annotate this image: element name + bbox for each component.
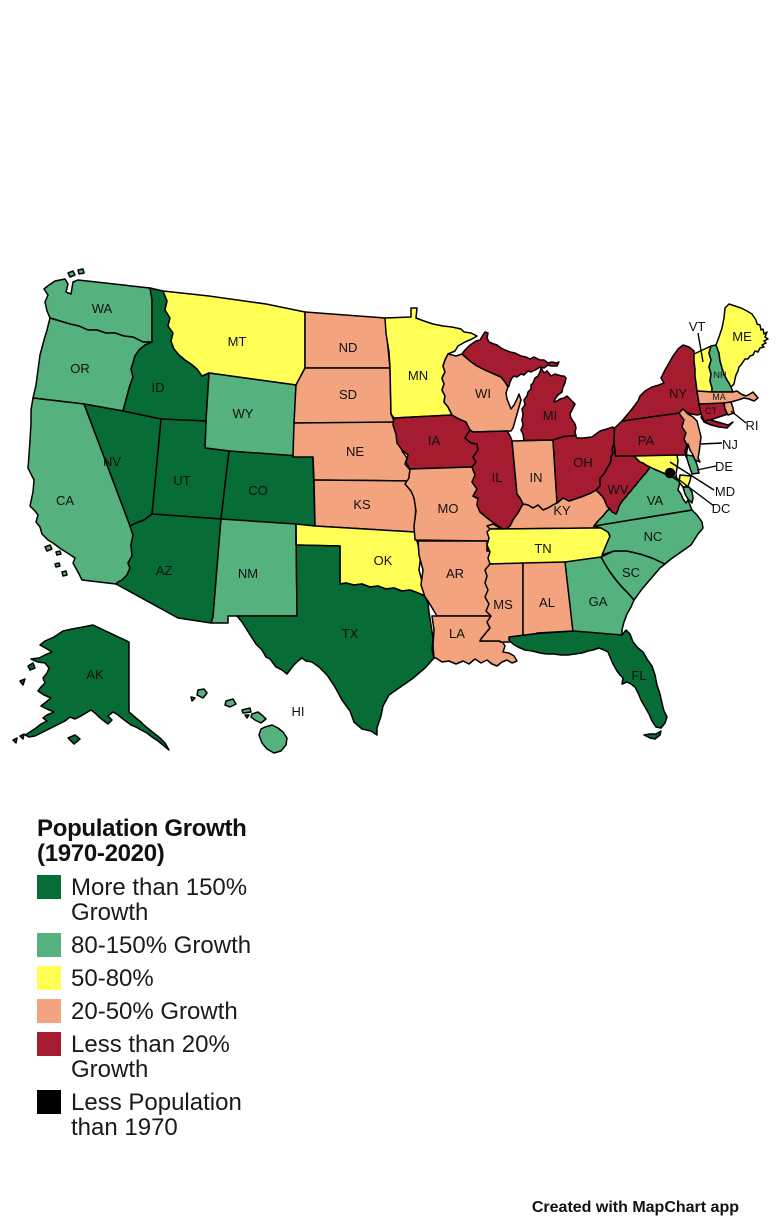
- svg-text:FL: FL: [631, 668, 646, 683]
- svg-text:DC: DC: [712, 501, 731, 516]
- svg-text:MO: MO: [438, 501, 459, 516]
- svg-text:AL: AL: [539, 595, 555, 610]
- svg-text:OH: OH: [573, 455, 593, 470]
- svg-text:KS: KS: [353, 497, 371, 512]
- svg-text:OK: OK: [374, 553, 393, 568]
- svg-text:WA: WA: [92, 301, 113, 316]
- svg-text:RI: RI: [746, 418, 759, 433]
- svg-text:VA: VA: [647, 493, 664, 508]
- svg-text:MS: MS: [493, 597, 513, 612]
- svg-text:SC: SC: [622, 565, 640, 580]
- svg-text:WY: WY: [233, 406, 254, 421]
- svg-text:IA: IA: [428, 433, 441, 448]
- svg-text:WV: WV: [608, 482, 629, 497]
- svg-text:MA: MA: [712, 392, 726, 402]
- svg-text:OR: OR: [70, 361, 90, 376]
- svg-text:CA: CA: [56, 493, 74, 508]
- svg-text:TX: TX: [342, 626, 359, 641]
- svg-text:ND: ND: [339, 340, 358, 355]
- svg-text:AZ: AZ: [156, 563, 173, 578]
- svg-text:MT: MT: [228, 334, 247, 349]
- svg-text:NM: NM: [238, 566, 258, 581]
- svg-text:WI: WI: [475, 386, 491, 401]
- svg-text:NC: NC: [644, 529, 663, 544]
- svg-text:HI: HI: [292, 704, 305, 719]
- svg-text:NY: NY: [669, 386, 687, 401]
- svg-text:SD: SD: [339, 387, 357, 402]
- svg-text:IN: IN: [530, 470, 543, 485]
- svg-text:NH: NH: [714, 370, 727, 380]
- svg-text:MI: MI: [543, 408, 557, 423]
- svg-text:NV: NV: [103, 454, 121, 469]
- svg-text:VT: VT: [689, 319, 706, 334]
- svg-text:NE: NE: [346, 444, 364, 459]
- svg-text:ME: ME: [732, 329, 752, 344]
- svg-text:PA: PA: [638, 433, 655, 448]
- svg-text:MN: MN: [408, 368, 428, 383]
- svg-text:IL: IL: [492, 470, 503, 485]
- svg-text:UT: UT: [173, 473, 190, 488]
- svg-text:LA: LA: [449, 626, 465, 641]
- svg-text:ID: ID: [152, 380, 165, 395]
- svg-text:AK: AK: [86, 667, 104, 682]
- svg-text:TN: TN: [534, 541, 551, 556]
- svg-text:GA: GA: [589, 594, 608, 609]
- svg-text:KY: KY: [553, 503, 571, 518]
- svg-text:NJ: NJ: [722, 437, 738, 452]
- svg-text:DE: DE: [715, 459, 733, 474]
- svg-text:CT: CT: [705, 406, 717, 416]
- svg-text:MD: MD: [715, 484, 735, 499]
- svg-text:AR: AR: [446, 566, 464, 581]
- svg-text:CO: CO: [248, 483, 268, 498]
